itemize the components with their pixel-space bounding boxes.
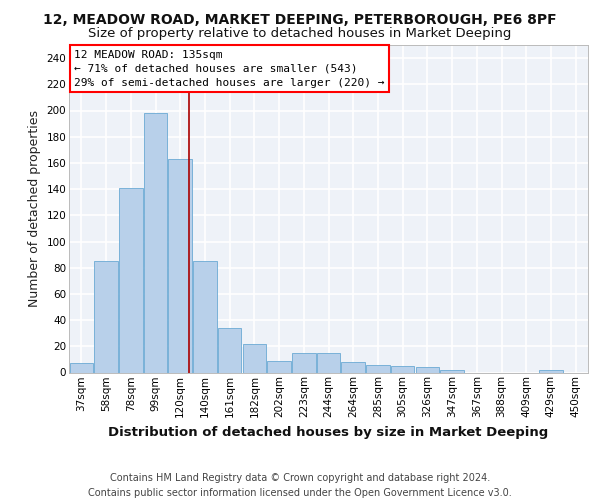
Text: 12, MEADOW ROAD, MARKET DEEPING, PETERBOROUGH, PE6 8PF: 12, MEADOW ROAD, MARKET DEEPING, PETERBO… <box>43 12 557 26</box>
Bar <box>292 353 316 372</box>
Bar <box>391 366 415 372</box>
Bar <box>144 113 167 372</box>
Text: Size of property relative to detached houses in Market Deeping: Size of property relative to detached ho… <box>88 28 512 40</box>
Text: Contains HM Land Registry data © Crown copyright and database right 2024.
Contai: Contains HM Land Registry data © Crown c… <box>88 472 512 498</box>
Bar <box>242 344 266 372</box>
Bar <box>539 370 563 372</box>
Bar <box>169 159 192 372</box>
X-axis label: Distribution of detached houses by size in Market Deeping: Distribution of detached houses by size … <box>109 426 548 438</box>
Bar <box>94 261 118 372</box>
Bar <box>268 360 291 372</box>
Bar <box>416 368 439 372</box>
Bar <box>119 188 143 372</box>
Text: 12 MEADOW ROAD: 135sqm
← 71% of detached houses are smaller (543)
29% of semi-de: 12 MEADOW ROAD: 135sqm ← 71% of detached… <box>74 50 385 88</box>
Bar <box>193 261 217 372</box>
Bar <box>366 364 389 372</box>
Bar <box>218 328 241 372</box>
Bar <box>440 370 464 372</box>
Bar <box>317 353 340 372</box>
Y-axis label: Number of detached properties: Number of detached properties <box>28 110 41 307</box>
Bar <box>70 364 93 372</box>
Bar <box>341 362 365 372</box>
